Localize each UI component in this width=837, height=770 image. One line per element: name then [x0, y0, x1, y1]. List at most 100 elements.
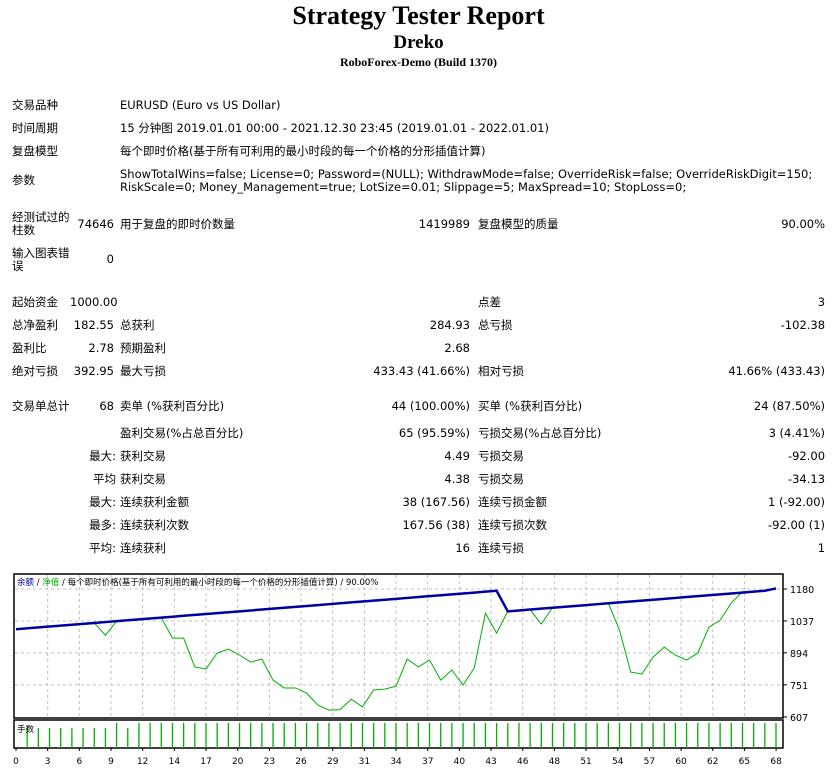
- x-tick-label: 31: [359, 757, 370, 767]
- x-tick-label: 65: [739, 757, 750, 767]
- avgcons-loss-value: 1: [817, 541, 826, 555]
- avgcons-loss-label: 连续亏损: [478, 541, 524, 555]
- average-win-value: 4.38: [444, 472, 470, 486]
- row-largest: 最大: 获利交易 4.49 亏损交易 -92.00: [12, 445, 825, 468]
- gross-profit-value: 284.93: [429, 318, 470, 332]
- short-label: 卖单 (%获利百分比): [120, 399, 225, 413]
- row-trades: 交易单总计 68 卖单 (%获利百分比) 44 (100.00%) 买单 (%获利百分比…: [12, 391, 825, 422]
- x-tick-label: 43: [485, 757, 496, 767]
- report-title: Strategy Tester Report: [292, 1, 545, 30]
- x-tick-label: 54: [612, 757, 624, 767]
- x-tick-label: 20: [232, 757, 244, 767]
- ticks-label: 用于复盘的即时价数量: [120, 216, 235, 231]
- x-tick-label: 40: [454, 757, 466, 767]
- legend-equity: 净值: [42, 577, 60, 588]
- server-build: RoboForex-Demo (Build 1370): [339, 55, 498, 69]
- x-tick-label: 9: [108, 757, 114, 767]
- row-win-loss: 盈利交易(%占总百分比) 65 (95.59%) 亏损交易(%占总百分比) 3 (4.…: [12, 422, 825, 445]
- largest-loss-label: 亏损交易: [478, 449, 524, 463]
- legend-sep: /: [34, 578, 42, 588]
- abs-dd-value: 392.95: [73, 364, 114, 378]
- average-win-label: 获利交易: [120, 472, 166, 486]
- largest-win-value: 4.49: [444, 449, 470, 463]
- x-tick-label: 23: [264, 757, 275, 767]
- abs-dd-label: 绝对亏损: [12, 364, 58, 378]
- long-label: 买单 (%获利百分比): [478, 399, 583, 413]
- chart-legend: 余额 / 净值 / 每个即时价格(基于所有可利用的最小时段的每一个价格的分形插值…: [17, 577, 378, 588]
- row-period: 时间周期 15 分钟图 2019.01.01 00:00 - 2021.12.30…: [12, 117, 825, 140]
- x-tick-label: 37: [422, 757, 433, 767]
- largest-prefix: 最大:: [89, 449, 116, 463]
- row-drawdown: 绝对亏损 392.95 最大亏损 433.43 (41.66%) 相对亏损 41.66% …: [12, 360, 825, 383]
- gross-profit-label: 总获利: [120, 318, 155, 332]
- largest-loss-value: -92.00: [787, 449, 826, 463]
- avgcons-win-value: 16: [455, 541, 470, 555]
- x-tick-label: 48: [549, 757, 561, 767]
- average-loss-value: -34.13: [787, 472, 826, 486]
- win-value: 65 (95.59%): [398, 426, 470, 440]
- pf-value: 2.78: [88, 341, 114, 355]
- maxcons-prefix: 最大:: [89, 495, 116, 509]
- avgcons-prefix: 平均:: [89, 541, 116, 555]
- maxprof-loss-value: -92.00 (1): [768, 518, 826, 532]
- average-loss-label: 亏损交易: [478, 472, 524, 486]
- win-label: 盈利交易(%占总百分比): [120, 426, 244, 440]
- period-value: 15 分钟图 2019.01.01 00:00 - 2021.12.30 23:…: [120, 121, 549, 135]
- row-pf: 盈利比 2.78 预期盈利 2.68: [12, 337, 825, 360]
- row-average: 平均 获利交易 4.38 亏损交易 -34.13: [12, 468, 825, 491]
- x-tick-label: 29: [327, 757, 339, 767]
- row-bars: 经测试过的柱数 74646 用于复盘的即时价数量 1419989 复盘模型的质量 90.0…: [12, 208, 825, 240]
- y-tick-label: 607: [790, 713, 808, 724]
- row-avgcons: 平均: 连续获利 16 连续亏损 1: [12, 537, 825, 560]
- loss-value: 3 (4.41%): [768, 426, 826, 440]
- pf-label: 盈利比: [12, 341, 47, 355]
- deposit-value: 1000.00: [70, 295, 118, 309]
- row-params: 参数 ShowTotalWins=false; License=0; Passwo…: [12, 163, 825, 198]
- maxprof-prefix: 最多:: [89, 518, 116, 532]
- maxprof-loss-label: 连续亏损次数: [478, 518, 547, 532]
- x-tick-label: 17: [200, 757, 211, 767]
- params-value: ShowTotalWins=false; License=0; Password…: [120, 163, 825, 198]
- x-tick-label: 57: [644, 757, 655, 767]
- x-tick-label: 26: [295, 757, 307, 767]
- report-table: 交易品种 EURUSD (Euro vs US Dollar) 时间周期 15 分钟…: [12, 94, 825, 560]
- rel-dd-label: 相对亏损: [478, 364, 524, 378]
- model-value: 每个即时价格(基于所有可利用的最小时段的每一个价格的分形插值计算): [120, 144, 486, 158]
- params-line-2: RiskScale=0; Money_Management=true; LotS…: [120, 179, 687, 194]
- expected-value: 2.68: [444, 341, 470, 355]
- maxprof-win-label: 连续获利次数: [120, 518, 189, 532]
- row-deposit: 起始资金 1000.00 点差 3: [12, 291, 825, 314]
- params-line-1: ShowTotalWins=false; License=0; Password…: [120, 166, 813, 181]
- x-tick-label: 62: [707, 757, 718, 767]
- model-label: 复盘模型: [12, 144, 58, 158]
- row-maxcons: 最大: 连续获利金额 38 (167.56) 连续亏损金额 1 (-92.00): [12, 491, 825, 514]
- row-net: 总净盈利 182.55 总获利 284.93 总亏损 -102.38: [12, 314, 825, 337]
- x-tick-label: 12: [137, 757, 148, 767]
- main-plot-frame: [13, 573, 784, 719]
- row-errors: 输入图表错误 0: [12, 240, 825, 279]
- row-symbol: 交易品种 EURUSD (Euro vs US Dollar): [12, 94, 825, 117]
- volume-label: 手数: [17, 724, 35, 735]
- expert-name: Dreko: [393, 32, 444, 53]
- maxcons-win-label: 连续获利金额: [120, 495, 189, 509]
- maxcons-win-value: 38 (167.56): [402, 495, 470, 509]
- spread-value: 3: [817, 295, 826, 309]
- trades-value: 68: [99, 399, 114, 413]
- balance-line: [15, 587, 777, 631]
- avgcons-win-label: 连续获利: [120, 541, 166, 555]
- y-tick-label: 751: [790, 681, 808, 692]
- row-model: 复盘模型 每个即时价格(基于所有可利用的最小时段的每一个价格的分形插值计算): [12, 140, 825, 163]
- net-label: 总净盈利: [12, 318, 58, 332]
- spread-label: 点差: [478, 295, 501, 309]
- x-tick-label: 3: [45, 757, 51, 767]
- x-tick-label: 0: [13, 757, 19, 767]
- max-dd-value: 433.43 (41.66%): [373, 364, 470, 378]
- expected-label: 预期盈利: [120, 341, 166, 355]
- symbol-label: 交易品种: [12, 98, 58, 112]
- quality-label: 复盘模型的质量: [478, 216, 559, 231]
- short-value: 44 (100.00%): [391, 399, 470, 413]
- x-tick-label: 14: [169, 757, 181, 767]
- gross-loss-value: -102.38: [780, 318, 826, 332]
- loss-label: 亏损交易(%占总百分比): [478, 426, 602, 440]
- trades-label: 交易单总计: [12, 399, 70, 413]
